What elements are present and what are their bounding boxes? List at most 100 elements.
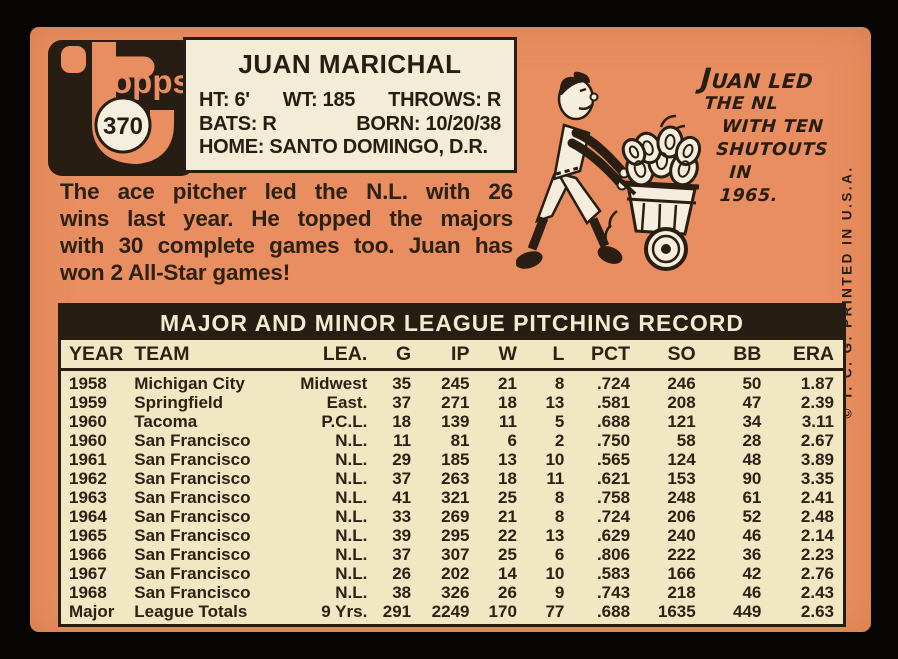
table-cell: .565: [596, 450, 631, 469]
info-row-3: HOME: SANTO DOMINGO, D.R.: [199, 136, 501, 160]
table-cell: 61: [742, 488, 762, 507]
stats-table: YEAR TEAM LEA. G IP W L PCT SO BB ERA 19…: [61, 340, 843, 624]
height-field: HT: 6': [199, 89, 250, 111]
table-cell: Midwest: [300, 374, 368, 393]
table-cell: 36: [742, 545, 762, 564]
weight-field: WT: 185: [282, 89, 356, 111]
bio-line: wins last year. He topped the majors: [60, 206, 513, 231]
table-cell: East.: [326, 393, 368, 412]
table-cell: 22: [498, 526, 517, 545]
col-header-l: L: [518, 340, 567, 371]
table-cell: 269: [441, 507, 470, 526]
table-cell: San Francisco: [134, 564, 251, 583]
col-header-ip: IP: [413, 340, 472, 371]
table-cell: 240: [667, 526, 696, 545]
table-cell: 2.23: [800, 545, 834, 564]
table-row: Major League Totals 9 Yrs. 291 2249 170 77 .688…: [61, 602, 843, 624]
table-cell: 2.14: [800, 526, 834, 545]
table-cell: 2.41: [800, 488, 834, 507]
table-cell: N.L.: [335, 469, 368, 488]
table-cell: 26: [392, 564, 412, 583]
table-cell: .583: [596, 564, 631, 583]
table-cell: 33: [392, 507, 412, 526]
caption-line: IN: [728, 163, 753, 183]
table-row: 1958 Michigan City Midwest 35 245 21 8 .724 246 5…: [61, 370, 843, 394]
table-cell: 8: [554, 488, 565, 507]
table-cell: 1.87: [800, 374, 834, 393]
table-cell: San Francisco: [134, 469, 251, 488]
table-cell: 28: [742, 431, 762, 450]
table-cell: 50: [742, 374, 762, 393]
table-cell: 1966: [69, 545, 107, 564]
table-row: 1961 San Francisco N.L. 29 185 13 10 .565 124 48 3…: [61, 450, 843, 469]
table-cell: 295: [441, 526, 470, 545]
table-cell: 6: [507, 431, 517, 450]
table-row: 1965 San Francisco N.L. 39 295 22 13 .629 240 46 2…: [61, 526, 843, 545]
table-cell: N.L.: [335, 545, 368, 564]
col-header-w: W: [471, 340, 519, 371]
table-cell: 42: [742, 564, 762, 583]
table-cell: 47: [742, 393, 762, 412]
col-header-bb: BB: [697, 340, 764, 371]
table-cell: 37: [392, 393, 412, 412]
table-cell: .743: [596, 583, 631, 602]
table-row: 1963 San Francisco N.L. 41 321 25 8 .758 248 61 2.…: [61, 488, 843, 507]
table-cell: 139: [441, 412, 470, 431]
table-cell: N.L.: [335, 526, 368, 545]
table-cell: 326: [441, 583, 470, 602]
table-cell: 11: [393, 431, 412, 450]
throws-field: THROWS: R: [388, 89, 501, 111]
table-cell: 245: [441, 374, 470, 393]
table-cell: .758: [596, 488, 631, 507]
table-cell: 25: [498, 488, 517, 507]
table-cell: 2.39: [800, 393, 834, 412]
table-row: 1968 San Francisco N.L. 38 326 26 9 .743 218 46 2.…: [61, 583, 843, 602]
table-cell: 170: [488, 602, 517, 621]
table-cell: 202: [441, 564, 470, 583]
caption-line: JUAN LED: [699, 62, 815, 95]
player-name: JUAN MARICHAL: [238, 49, 462, 79]
table-cell: 46: [742, 526, 762, 545]
table-cell: San Francisco: [134, 450, 251, 469]
bats-field: BATS: R: [199, 112, 277, 135]
table-cell: 6: [554, 545, 565, 564]
table-row: 1962 San Francisco N.L. 37 263 18 11 .621 153 90 3…: [61, 469, 843, 488]
table-cell: N.L.: [335, 507, 368, 526]
table-cell: 46: [742, 583, 762, 602]
table-cell: .750: [596, 431, 631, 450]
table-cell: 35: [392, 374, 412, 393]
table-cell: Michigan City: [134, 374, 245, 393]
table-row: 1966 San Francisco N.L. 37 307 25 6 .806 222 36 2.…: [61, 545, 843, 564]
table-cell: 8: [554, 507, 565, 526]
table-cell: 1961: [69, 450, 107, 469]
table-cell: .688: [596, 602, 631, 621]
table-cell: Tacoma: [134, 412, 198, 431]
col-header-pct: PCT: [566, 340, 633, 371]
table-cell: 218: [667, 583, 696, 602]
table-cell: 3.35: [800, 469, 834, 488]
table-cell: 206: [667, 507, 696, 526]
logo-text: opps: [112, 63, 191, 100]
caption-line: SHUTOUTS: [715, 140, 829, 160]
cartoon-caption: JUAN LED THE NL WITH TEN SHUTOUTS IN 196…: [641, 62, 865, 208]
table-cell: .629: [596, 526, 631, 545]
table-cell: 5: [554, 412, 565, 431]
table-cell: 185: [441, 450, 470, 469]
table-cell: 3.11: [801, 412, 834, 431]
table-cell: 1959: [69, 393, 107, 412]
caption-line: THE NL: [703, 94, 780, 114]
pitching-record-table: MAJOR AND MINOR LEAGUE PITCHING RECORD Y…: [58, 303, 846, 627]
table-cell: 9: [554, 583, 565, 602]
table-cell: 248: [667, 488, 696, 507]
table-cell: 38: [392, 583, 412, 602]
card-number-circle: [94, 96, 152, 154]
table-cell: 1635: [657, 602, 696, 621]
table-cell: N.L.: [335, 450, 368, 469]
table-cell: N.L.: [335, 488, 368, 507]
table-cell: 1964: [69, 507, 107, 526]
table-cell: 37: [392, 545, 412, 564]
table-cell: San Francisco: [134, 583, 251, 602]
table-cell: 1962: [69, 469, 107, 488]
table-cell: 3.89: [800, 450, 834, 469]
table-cell: 39: [392, 526, 412, 545]
